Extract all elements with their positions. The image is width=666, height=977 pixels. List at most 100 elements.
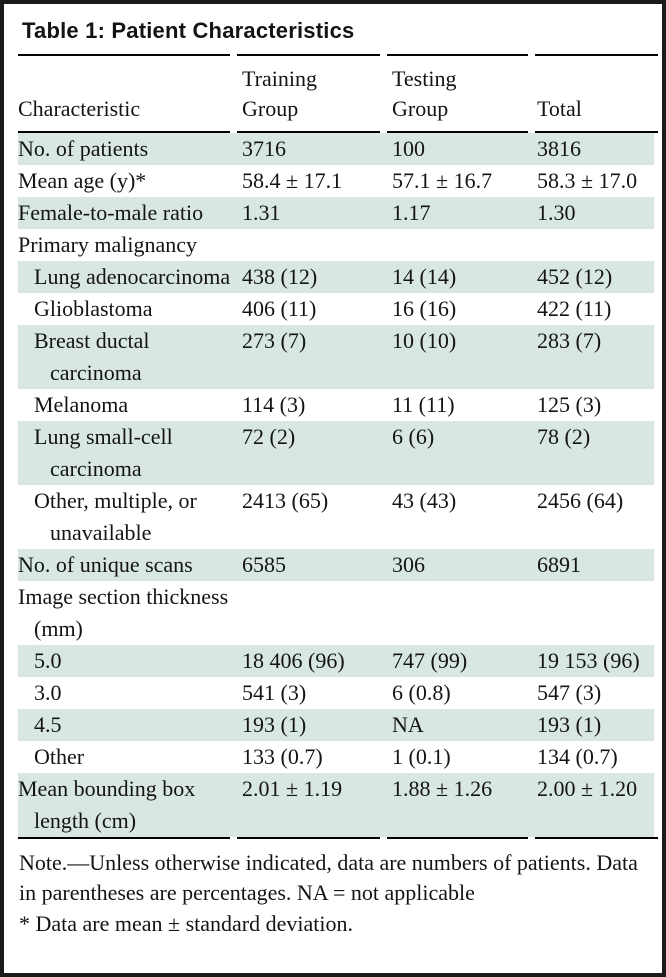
cell-testing-group: 57.1 ± 16.7 <box>392 168 493 193</box>
table-row: Glioblastoma 406 (11) 16 (16) 422 (11) <box>18 293 654 325</box>
table-row: Image section thickness (mm) <box>18 581 654 645</box>
table-body: No. of patients 3716 100 3816 Mean age (… <box>18 133 654 837</box>
row-label: Lung small-cell carcinoma <box>34 424 173 481</box>
row-label: Lung adenocarcinoma <box>34 264 231 289</box>
table-title: Table 1: Patient Characteristics <box>22 18 355 43</box>
cell-total: 547 (3) <box>537 680 602 705</box>
column-header-characteristic: Characteristic <box>18 96 141 121</box>
table-row: Other 133 (0.7) 1 (0.1) 134 (0.7) <box>18 741 654 773</box>
cell-training-group: 2413 (65) <box>242 488 329 513</box>
cell-total: 58.3 ± 17.0 <box>537 168 638 193</box>
cell-total: 78 (2) <box>537 424 591 449</box>
cell-testing-group: 1.88 ± 1.26 <box>392 776 493 801</box>
table-bottom-divider <box>18 837 658 839</box>
cell-testing-group: 10 (10) <box>392 328 457 353</box>
table-row: Breast ductal carcinoma 273 (7) 10 (10) … <box>18 325 654 389</box>
cell-testing-group: 1.17 <box>392 200 431 225</box>
header-divider <box>18 131 658 133</box>
cell-training-group <box>242 581 392 645</box>
row-label: Mean age (y)* <box>18 168 147 193</box>
table-row: Other, multiple, or unavailable 2413 (65… <box>18 485 654 549</box>
cell-training-group: 114 (3) <box>242 392 306 417</box>
cell-training-group: 541 (3) <box>242 680 307 705</box>
row-label: No. of patients <box>18 136 149 161</box>
cell-testing-group: 11 (11) <box>392 392 455 417</box>
cell-testing-group: 43 (43) <box>392 488 457 513</box>
cell-testing-group: 306 <box>392 552 425 577</box>
row-label: 3.0 <box>34 680 62 705</box>
table-row: Mean bounding box length (cm) 2.01 ± 1.1… <box>18 773 654 837</box>
row-label: Breast ductal carcinoma <box>34 328 150 385</box>
cell-total <box>537 581 654 645</box>
cell-total: 2456 (64) <box>537 488 624 513</box>
patient-characteristics-table: Characteristic Training Group Testing Gr… <box>18 56 654 131</box>
cell-training-group: 2.01 ± 1.19 <box>242 776 343 801</box>
row-label: Melanoma <box>34 392 129 417</box>
table-row: Female-to-male ratio 1.31 1.17 1.30 <box>18 197 654 229</box>
row-label: Other, multiple, or unavailable <box>34 488 197 545</box>
cell-total: 452 (12) <box>537 264 613 289</box>
title-divider <box>18 54 658 56</box>
column-header-total: Total <box>537 96 582 121</box>
cell-testing-group: 747 (99) <box>392 648 468 673</box>
cell-total <box>537 229 654 261</box>
row-label: 5.0 <box>34 648 62 673</box>
table-row: 4.5 193 (1) NA 193 (1) <box>18 709 654 741</box>
table-row: Lung small-cell carcinoma 72 (2) 6 (6) 7… <box>18 421 654 485</box>
table-row: No. of unique scans 6585 306 6891 <box>18 549 654 581</box>
cell-testing-group: 14 (14) <box>392 264 457 289</box>
cell-total: 125 (3) <box>537 392 602 417</box>
cell-total: 1.30 <box>537 200 576 225</box>
table-row: No. of patients 3716 100 3816 <box>18 133 654 165</box>
row-label: Other <box>34 744 85 769</box>
cell-training-group: 3716 <box>242 136 286 161</box>
row-label: Image section thickness (mm) <box>18 584 229 641</box>
cell-training-group: 133 (0.7) <box>242 744 323 769</box>
column-header-training-group: Training Group <box>242 66 317 121</box>
row-label: No. of unique scans <box>18 552 193 577</box>
cell-training-group: 18 406 (96) <box>242 648 345 673</box>
cell-testing-group: 100 <box>392 136 425 161</box>
cell-training-group: 438 (12) <box>242 264 318 289</box>
cell-testing-group <box>392 581 537 645</box>
column-header-testing-group: Testing Group <box>392 66 457 121</box>
cell-training-group: 58.4 ± 17.1 <box>242 168 343 193</box>
cell-total: 2.00 ± 1.20 <box>537 776 638 801</box>
row-label: Mean bounding box length (cm) <box>18 776 196 833</box>
patient-characteristics-body: No. of patients 3716 100 3816 Mean age (… <box>18 133 654 837</box>
note-footnote: * Data are mean ± standard deviation. <box>19 911 353 936</box>
cell-total: 6891 <box>537 552 581 577</box>
cell-total: 283 (7) <box>537 328 602 353</box>
cell-training-group: 273 (7) <box>242 328 307 353</box>
cell-total: 134 (0.7) <box>537 744 618 769</box>
cell-training-group: 406 (11) <box>242 296 317 321</box>
table-row: 5.0 18 406 (96) 747 (99) 19 153 (96) <box>18 645 654 677</box>
table-row: Mean age (y)* 58.4 ± 17.1 57.1 ± 16.7 58… <box>18 165 654 197</box>
cell-testing-group: 6 (6) <box>392 424 435 449</box>
cell-training-group: 6585 <box>242 552 286 577</box>
row-label: Female-to-male ratio <box>18 200 204 225</box>
cell-total: 3816 <box>537 136 581 161</box>
cell-training-group: 193 (1) <box>242 712 307 737</box>
table-row: Melanoma 114 (3) 11 (11) 125 (3) <box>18 389 654 421</box>
note-general: Note.—Unless otherwise indicated, data a… <box>19 850 638 905</box>
cell-training-group: 72 (2) <box>242 424 296 449</box>
cell-testing-group: 16 (16) <box>392 296 457 321</box>
header-row: Characteristic Training Group Testing Gr… <box>18 56 654 131</box>
table-container: Table 1: Patient Characteristics Charact… <box>4 4 662 939</box>
table-row: Primary malignancy <box>18 229 654 261</box>
row-label: 4.5 <box>34 712 62 737</box>
cell-testing-group: NA <box>392 712 424 737</box>
cell-total: 19 153 (96) <box>537 648 640 673</box>
cell-total: 422 (11) <box>537 296 612 321</box>
cell-training-group: 1.31 <box>242 200 281 225</box>
cell-testing-group <box>392 229 537 261</box>
cell-testing-group: 6 (0.8) <box>392 680 451 705</box>
table-row: Lung adenocarcinoma 438 (12) 14 (14) 452… <box>18 261 654 293</box>
cell-training-group <box>242 229 392 261</box>
table-row: 3.0 541 (3) 6 (0.8) 547 (3) <box>18 677 654 709</box>
row-label: Glioblastoma <box>34 296 153 321</box>
table-header: Characteristic Training Group Testing Gr… <box>18 56 654 131</box>
table-notes: Note.—Unless otherwise indicated, data a… <box>18 839 654 939</box>
